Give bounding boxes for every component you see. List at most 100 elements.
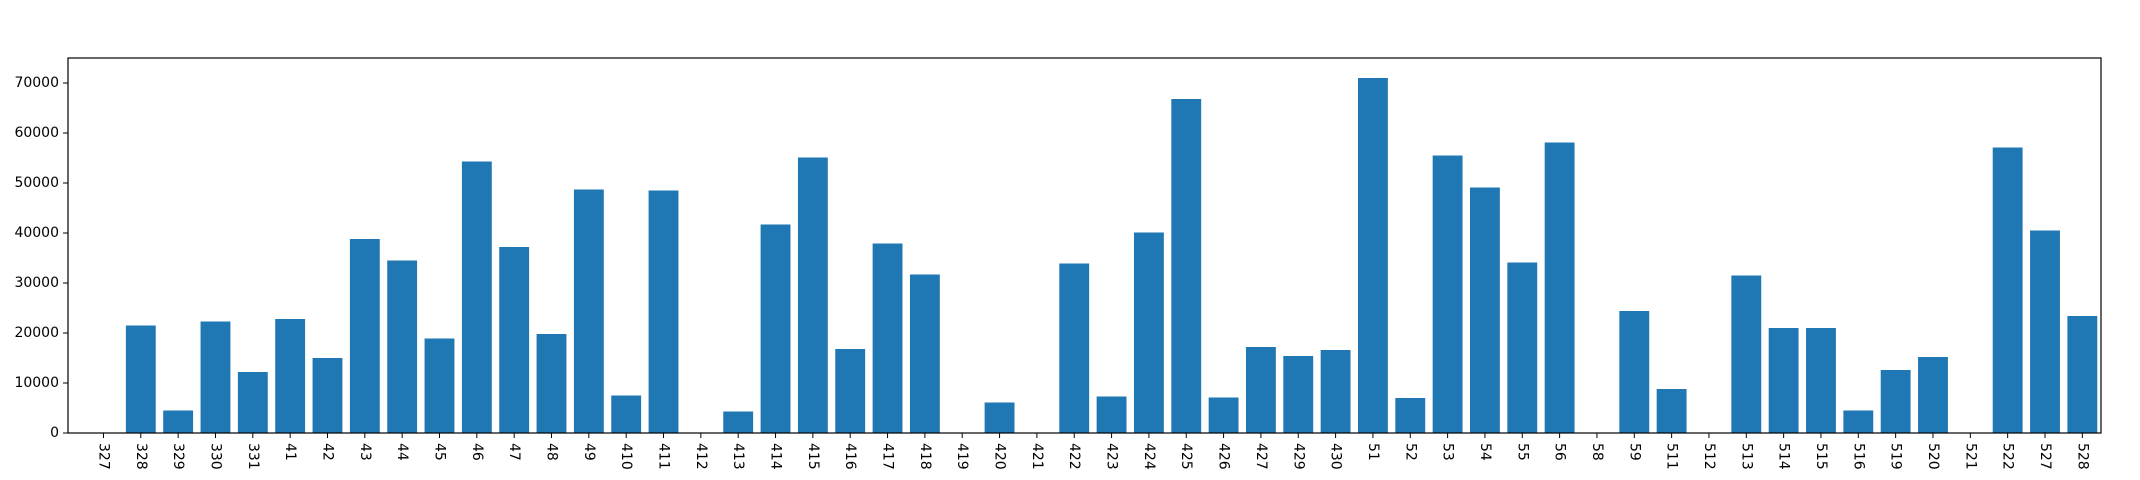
x-tick-label: 417 [880,443,896,470]
bar-329 [163,410,194,433]
bar-511 [1656,389,1687,433]
x-tick-label: 512 [1701,443,1717,470]
y-tick-label: 10000 [14,375,59,391]
bar-527 [2030,230,2060,433]
bar-51 [1357,78,1388,433]
bar-59 [1619,311,1650,433]
x-tick-label: 412 [693,443,709,470]
x-tick-label: 413 [730,443,746,470]
x-tick-label: 327 [95,443,111,470]
y-tick-label: 20000 [14,325,59,341]
bar-425 [1171,99,1202,433]
x-tick-label: 415 [805,443,821,470]
bar-417 [872,243,903,433]
bar-427 [1245,347,1276,433]
x-tick-label: 59 [1626,443,1642,461]
bar-328 [125,325,156,433]
bar-411 [648,190,679,433]
x-tick-label: 522 [2000,443,2016,470]
x-tick-label: 513 [1738,443,1754,470]
y-tick-label: 30000 [14,275,59,291]
x-tick-label: 430 [1328,443,1344,470]
x-tick-label: 421 [1029,443,1045,470]
x-tick-label: 427 [1253,443,1269,470]
bar-515 [1806,328,1836,433]
x-tick-label: 330 [207,443,223,470]
y-axis: 0 10000 20000 30000 40000 50000 60000 70000 [14,75,68,441]
plot-frame [67,57,2102,434]
x-tick-label: 514 [1776,443,1792,470]
x-tick-label: 425 [1178,443,1194,470]
x-tick-label: 55 [1514,443,1530,461]
x-tick-label: 328 [133,443,149,470]
x-tick-label: 414 [768,443,784,470]
bar-516 [1843,410,1874,433]
y-tick-label: 0 [50,425,59,441]
x-tick-label: 43 [357,443,373,461]
x-tick-label: 419 [954,443,970,470]
bar-53 [1432,155,1463,433]
y-tick-label: 50000 [14,175,59,191]
x-tick-label: 527 [2037,443,2053,470]
bar-415 [797,157,828,433]
bar-47 [499,247,530,433]
x-tick-label: 519 [1888,443,1904,470]
x-tick-label: 54 [1477,443,1493,461]
x-tick-label: 49 [581,443,597,461]
x-tick-label: 44 [394,443,410,461]
bar-54 [1470,187,1500,433]
x-tick-label: 48 [544,443,560,461]
x-tick-label: 520 [1925,443,1941,470]
bar-413 [723,411,754,433]
bar-331 [237,372,268,433]
x-tick-label: 51 [1365,443,1381,461]
x-tick-label: 429 [1290,443,1306,470]
x-tick-label: 515 [1813,443,1829,470]
x-tick-label: 58 [1589,443,1605,461]
x-axis: 327 328 329 330 331 41 42 43 44 45 46 47 48 49 410 411 4… [95,433,2090,470]
x-tick-label: 423 [1104,443,1120,470]
x-tick-label: 426 [1216,443,1232,470]
bar-420 [984,402,1015,433]
y-tick-label: 70000 [14,75,59,91]
bar-418 [909,274,940,433]
bar-522 [1992,147,2023,433]
x-tick-label: 47 [506,443,522,461]
x-tick-label: 329 [170,443,186,470]
bar-43 [349,239,380,433]
bar-44 [387,260,418,433]
bar-414 [760,224,791,433]
x-tick-label: 521 [1962,443,1978,470]
bar-410 [611,395,642,433]
x-tick-label: 410 [618,443,634,470]
x-tick-label: 511 [1664,443,1680,470]
x-tick-label: 422 [1066,443,1082,470]
bar-520 [1918,357,1948,433]
bars-group [125,78,2098,433]
y-tick-label: 40000 [14,225,59,241]
x-tick-label: 41 [282,443,298,461]
bar-46 [461,161,492,433]
x-tick-label: 45 [432,443,448,461]
bar-528 [2067,316,2098,433]
x-tick-label: 528 [2074,443,2090,470]
x-tick-label: 418 [917,443,933,470]
bar-45 [424,338,455,433]
bar-514 [1768,328,1799,433]
x-tick-label: 52 [1402,443,1418,461]
bar-55 [1507,262,1538,433]
x-tick-label: 56 [1552,443,1568,461]
bar-423 [1096,396,1127,433]
bar-41 [275,319,306,433]
y-tick-label: 60000 [14,125,59,141]
bar-42 [312,358,343,433]
x-tick-label: 424 [1141,443,1157,470]
x-tick-label: 516 [1850,443,1866,470]
bar-56 [1544,142,1575,433]
bar-429 [1283,356,1314,433]
x-tick-label: 420 [992,443,1008,470]
bar-513 [1731,275,1762,433]
bar-52 [1395,398,1426,433]
